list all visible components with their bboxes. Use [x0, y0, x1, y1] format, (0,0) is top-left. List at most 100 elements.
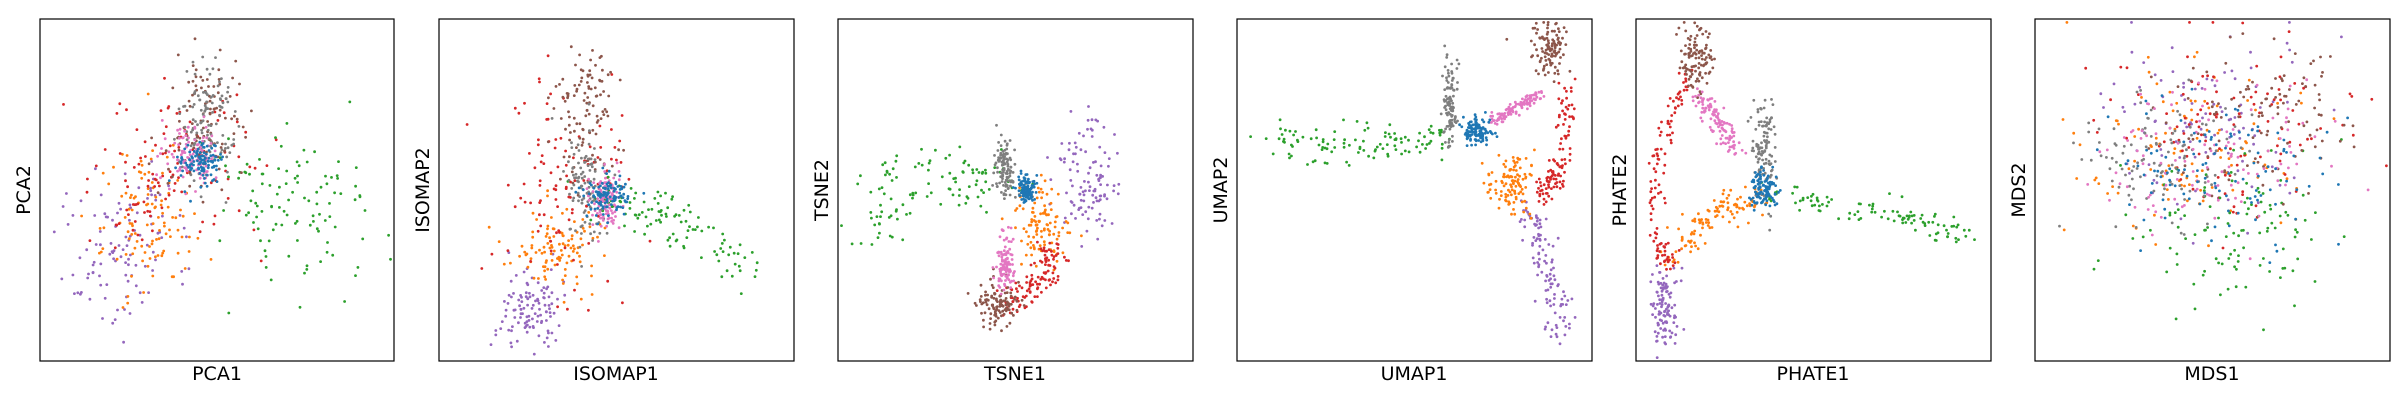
umap1-series-4-point [1540, 47, 1544, 50]
umap1-series-4-point [1546, 21, 1550, 24]
tsne1-series-3-point [958, 188, 961, 192]
mds1-series-3-point [2310, 238, 2313, 241]
phate1-series-0-point [1682, 328, 1686, 331]
pca1-series-1-point [120, 194, 124, 198]
tsne1-series-3-point [974, 183, 978, 187]
isomap1-series-2-point [549, 92, 552, 96]
umap1-series-3-point [1278, 118, 1282, 122]
isomap1-series-0-point [547, 345, 550, 348]
pca1-series-7-point [183, 147, 187, 151]
umap1-series-2-point [1560, 101, 1563, 105]
tsne1-series-0-point [1076, 169, 1080, 173]
umap1-series-6-point [1517, 113, 1521, 117]
phate1-series-0-point [1660, 289, 1664, 293]
mds1-series-3-point [2259, 200, 2263, 204]
tsne1-series-3-point [885, 171, 889, 174]
tsne1-series-2-point [1049, 283, 1052, 287]
pca1-series-2-point [143, 140, 147, 144]
phate1-series-4-point [1679, 49, 1683, 53]
phate1-series-5-point [1772, 125, 1776, 129]
phate1-series-3-point [1853, 213, 1857, 217]
tsne1-series-3-point [911, 191, 915, 195]
pca1-series-4-point [228, 95, 232, 98]
phate1-series-6-point [1730, 124, 1734, 127]
tsne1-series-3-point [976, 195, 980, 199]
umap1-series-3-point [1355, 120, 1359, 123]
isomap1-series-4-point [568, 115, 571, 119]
umap1-series-6-point [1508, 112, 1511, 115]
phate1-series-2-point [1659, 190, 1663, 194]
mds1-series-4-point [2257, 115, 2261, 118]
phate1-series-3-point [1973, 238, 1976, 242]
isomap1-series-1-point [540, 251, 544, 255]
phate1-series-6-point [1716, 116, 1720, 120]
phate1-series-4-point [1695, 24, 1699, 28]
mds1-series-2-point [2221, 246, 2225, 250]
isomap1-series-4-point [581, 128, 585, 132]
phate1-series-3-point [1936, 231, 1940, 235]
phate1-series-4-point [1690, 72, 1694, 76]
umap1-series-0-point [1544, 217, 1548, 221]
isomap1-series-7-point [621, 206, 625, 210]
phate1-series-6-point [1725, 121, 1729, 125]
mds1-series-0-point [2159, 79, 2163, 82]
pca1-series-3-point [333, 191, 336, 195]
pca1-series-5-point [177, 107, 181, 111]
mds1-series-0-point [2258, 106, 2262, 109]
mds1-series-4-point [2239, 90, 2242, 94]
isomap1-series-0-point [494, 329, 498, 332]
mds1-series-1-point [2227, 157, 2231, 161]
isomap1-series-3-point [677, 214, 681, 217]
phate1-series-7-point [1756, 172, 1760, 176]
isomap1-series-4-point [585, 101, 589, 105]
phate1-series-1-point [1726, 208, 1729, 212]
tsne1-series-4-point [1009, 291, 1013, 295]
phate1-series-1-point [1712, 199, 1716, 202]
pca1-series-6-point [160, 119, 164, 122]
mds1-series-0-point [2290, 60, 2294, 64]
tsne1-series-5-point [1011, 171, 1015, 174]
pca1-series-2-point [62, 103, 65, 106]
umap1-series-1-point [1514, 195, 1518, 199]
pca1-series-6-point [187, 136, 190, 140]
tsne1-series-4-point [979, 295, 983, 298]
umap1-series-2-point [1539, 189, 1542, 193]
umap1-series-3-point [1342, 145, 1346, 149]
mds1-series-2-point [2298, 143, 2302, 147]
tsne1-series-2-point [1018, 284, 1021, 288]
phate1-series-7-point [1765, 187, 1768, 191]
phate-y-axis-label: PHATE2 [1609, 154, 1631, 227]
mds1-series-1-point [2180, 173, 2184, 176]
phate1-series-0-point [1664, 342, 1667, 346]
isomap1-series-0-point [527, 319, 531, 322]
tsne1-series-3-point [962, 161, 966, 165]
umap1-series-3-point [1407, 150, 1411, 154]
phate1-series-6-point [1740, 148, 1744, 152]
pca1-series-4-point [208, 111, 212, 115]
tsne1-series-4-point [973, 301, 977, 305]
isomap1-series-4-point [578, 136, 582, 140]
pca1-series-3-point [315, 190, 319, 194]
phate1-series-3-point [1945, 228, 1948, 232]
pca1-series-2-point [86, 177, 89, 181]
tsne1-series-6-point [1003, 284, 1007, 287]
isomap1-series-2-point [570, 211, 574, 215]
umap1-series-3-point [1330, 150, 1334, 154]
isomap1-series-1-point [550, 245, 554, 249]
umap1-series-1-point [1524, 206, 1528, 210]
pca1-series-3-point [330, 176, 333, 179]
phate1-series-1-point [1725, 196, 1729, 200]
phate1-series-1-point [1680, 247, 1683, 251]
tsne1-series-2-point [1034, 280, 1037, 284]
isomap1-series-4-point [603, 108, 607, 111]
tsne1-series-0-point [1088, 166, 1092, 170]
isomap1-series-2-point [605, 169, 609, 173]
umap1-series-0-point [1523, 218, 1527, 222]
isomap1-series-2-point [465, 123, 469, 126]
umap1-series-6-point [1522, 103, 1526, 106]
tsne1-series-4-point [998, 305, 1002, 308]
isomap1-series-0-point [543, 303, 547, 307]
isomap1-series-1-point [529, 257, 533, 260]
mds1-series-4-point [2261, 183, 2265, 187]
mds1-series-3-point [2263, 210, 2267, 214]
